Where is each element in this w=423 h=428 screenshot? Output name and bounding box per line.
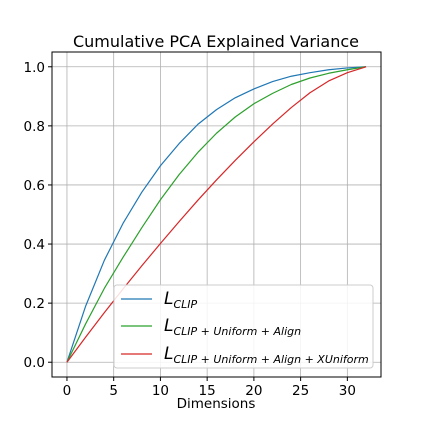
- y-tick-label: 0.6: [24, 178, 45, 194]
- legend-label-subscript: CLIP: [173, 298, 197, 311]
- legend-box: [113, 284, 374, 369]
- legend-label-1: LCLIP: [164, 289, 198, 311]
- x-axis-label: Dimensions: [177, 396, 256, 412]
- legend-label-2: LCLIP + Uniform + Align: [164, 316, 301, 338]
- x-tick-label: 20: [245, 383, 262, 399]
- x-tick-label: 10: [152, 383, 169, 399]
- chart-title: Cumulative PCA Explained Variance: [73, 32, 359, 51]
- x-tick-label: 5: [109, 383, 118, 399]
- axis-ticks: 0 5 10 15 20 25 30 0.0 0.2 0.4 0.6 0.8 1.0: [24, 60, 356, 399]
- legend-label-main: L: [164, 316, 173, 336]
- x-tick-label: 30: [339, 383, 356, 399]
- grid-lines: [52, 52, 381, 377]
- x-tick-label: 15: [199, 383, 216, 399]
- x-tick-label: 25: [292, 383, 309, 399]
- y-tick-label: 0.4: [24, 237, 45, 253]
- legend-label-3: LCLIP + Uniform + Align + XUniform: [164, 344, 369, 366]
- legend-label-main: L: [164, 344, 173, 364]
- plot-frame: [51, 51, 382, 378]
- y-tick-label: 0.2: [24, 296, 45, 312]
- series-line-1: [66, 66, 367, 363]
- legend-label-subscript: CLIP + Uniform + Align + XUniform: [173, 353, 368, 366]
- legend-label-main: L: [164, 289, 173, 309]
- y-tick-label: 0.0: [24, 355, 45, 371]
- y-tick-label: 0.8: [24, 119, 45, 135]
- x-tick-label: 0: [63, 383, 72, 399]
- legend-label-subscript: CLIP + Uniform + Align: [173, 325, 301, 338]
- series-line-2: [66, 66, 367, 363]
- y-tick-label: 1.0: [24, 60, 45, 76]
